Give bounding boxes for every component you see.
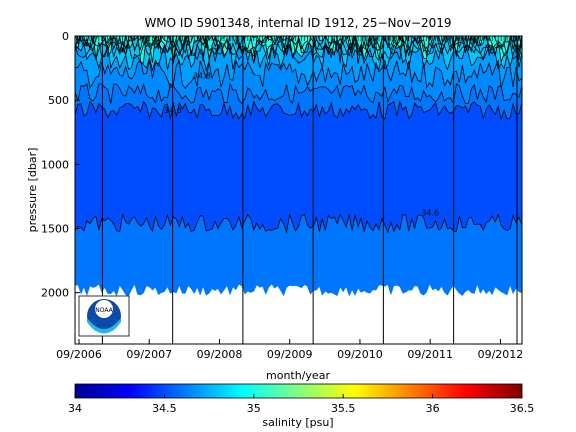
contour-line [75, 41, 522, 72]
y-tick-label: 500 [48, 94, 69, 107]
contour-line [75, 82, 522, 105]
colorbar-label: salinity [psu] [262, 416, 333, 429]
plot-area: 34.8 34.6 34.6 [75, 36, 522, 344]
y-tick-label: 1000 [41, 158, 69, 171]
noaa-logo: NOAA [78, 295, 130, 337]
x-tick-label: 09/2008 [197, 348, 243, 361]
contour-line [75, 59, 522, 90]
contour-line [75, 213, 522, 234]
colorbar-tick-label: 34.5 [152, 402, 177, 415]
x-tick-label: 09/2009 [267, 348, 313, 361]
y-tick-label: 0 [62, 30, 69, 43]
chart-title: WMO ID 5901348, internal ID 1912, 25−Nov… [144, 16, 451, 30]
y-axis-label: pressure [dbar] [26, 148, 39, 233]
x-tick-label: 09/2011 [407, 348, 453, 361]
colorbar-tick-label: 34 [68, 402, 82, 415]
x-axis-label: month/year [266, 369, 330, 382]
colorbar-tick-label: 36 [426, 402, 440, 415]
x-tick-label: 09/2010 [337, 348, 383, 361]
x-tick-label: 09/2006 [56, 348, 102, 361]
svg-text:NOAA: NOAA [95, 307, 113, 314]
colorbar [74, 383, 523, 399]
y-tick-label: 1500 [41, 223, 69, 236]
contour-line [75, 100, 522, 121]
contour-label: 34.8 [193, 71, 211, 80]
colorbar-tick-label: 36.5 [510, 402, 535, 415]
contour-label: 34.6 [164, 106, 182, 115]
y-tick-label: 2000 [41, 287, 69, 300]
salinity-layer [75, 100, 522, 234]
x-tick-label: 09/2007 [126, 348, 172, 361]
x-tick-label: 09/2012 [478, 348, 524, 361]
colorbar-tick-label: 35.5 [331, 402, 356, 415]
contour-label: 34.6 [421, 209, 439, 218]
colorbar-tick-label: 35 [247, 402, 261, 415]
